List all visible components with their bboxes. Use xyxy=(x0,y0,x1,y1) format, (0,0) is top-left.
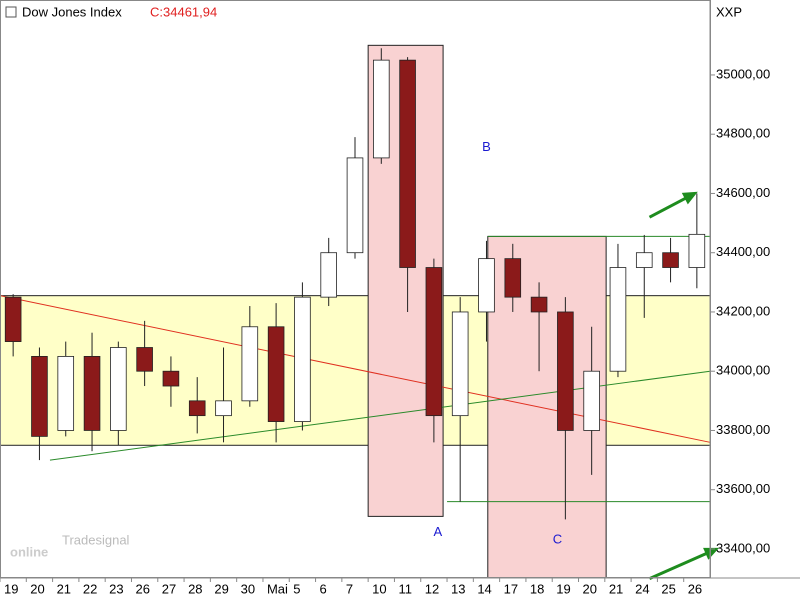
candle-body xyxy=(478,258,495,313)
trend-line xyxy=(49,370,711,461)
candle-body xyxy=(583,370,600,431)
candle-body xyxy=(557,311,574,431)
annotation: B xyxy=(482,139,491,154)
candle-body xyxy=(267,326,285,422)
x-tick-label: 13 xyxy=(451,581,465,596)
y-tick-label: 34400,00 xyxy=(716,244,770,259)
x-tick-label: 20 xyxy=(583,581,597,596)
x-tick-label: 18 xyxy=(530,581,544,596)
x-tick-label: 30 xyxy=(241,581,255,596)
x-tick-label: 6 xyxy=(320,581,327,596)
arrow xyxy=(648,550,711,580)
candle-body xyxy=(609,267,627,372)
x-tick-label: 17 xyxy=(504,581,518,596)
x-tick-label: 23 xyxy=(109,581,123,596)
candle-body xyxy=(31,355,48,437)
annotation: C xyxy=(553,532,562,547)
candle-body xyxy=(136,347,153,372)
x-tick-label: 20 xyxy=(30,581,44,596)
y-tick-label: 35000,00 xyxy=(716,66,770,81)
candle-body xyxy=(83,355,101,431)
candle-body xyxy=(4,296,22,342)
y-tick-label: 33400,00 xyxy=(716,540,770,555)
x-tick-label: 29 xyxy=(214,581,228,596)
candle-body xyxy=(530,296,548,313)
x-tick-label: 26 xyxy=(135,581,149,596)
plot-area: A B C xyxy=(0,44,720,580)
candle-body xyxy=(294,296,311,422)
arrow-head xyxy=(681,191,698,205)
y-tick-label: 34600,00 xyxy=(716,185,770,200)
candle-body xyxy=(425,267,443,417)
candle-body xyxy=(188,400,206,417)
x-tick-label: 28 xyxy=(188,581,202,596)
y-tick-label: 33600,00 xyxy=(716,481,770,496)
arrow xyxy=(648,195,690,219)
candle-body xyxy=(215,400,232,417)
x-tick-label: 22 xyxy=(83,581,97,596)
candle-body xyxy=(662,252,679,268)
x-tick-label: 27 xyxy=(162,581,176,596)
y-tick-label: 34200,00 xyxy=(716,303,770,318)
candle-body xyxy=(504,258,522,298)
candle-body xyxy=(373,59,390,159)
x-tick-label: 25 xyxy=(661,581,675,596)
legend-swatch xyxy=(5,6,17,18)
x-tick-label: 26 xyxy=(688,581,702,596)
x-tick-label: 7 xyxy=(346,581,353,596)
watermark-logo: online xyxy=(10,544,48,559)
x-tick-label: 19 xyxy=(4,581,18,596)
candle-body xyxy=(346,157,364,254)
y-tick-label: 33800,00 xyxy=(716,422,770,437)
annotation: A xyxy=(433,524,442,539)
candle-body xyxy=(451,311,469,417)
x-tick-label: 21 xyxy=(57,581,71,596)
arrow-head xyxy=(703,547,720,560)
candle-body xyxy=(635,252,653,268)
candle-body xyxy=(110,347,127,431)
x-tick-label: 24 xyxy=(635,581,649,596)
candle-body xyxy=(57,355,75,431)
x-tick-label: 14 xyxy=(477,581,491,596)
x-tick-label: 10 xyxy=(372,581,386,596)
candle-body xyxy=(162,370,180,387)
x-tick-label: Mai xyxy=(267,581,288,596)
axis-label: XXP xyxy=(716,4,742,19)
x-tick-label: 21 xyxy=(609,581,623,596)
watermark-brand: Tradesignal xyxy=(62,532,130,547)
y-tick-label: 34800,00 xyxy=(716,126,770,141)
last-price: C:34461,94 xyxy=(150,4,217,19)
candle-body xyxy=(241,326,259,402)
x-tick-label: 11 xyxy=(398,581,412,596)
x-tick-label: 12 xyxy=(425,581,439,596)
y-tick-label: 34000,00 xyxy=(716,363,770,378)
candle-body xyxy=(688,233,706,268)
x-tick-label: 19 xyxy=(556,581,570,596)
x-tick-label: 5 xyxy=(293,581,300,596)
chart-title: Dow Jones Index xyxy=(22,4,122,19)
candle-body xyxy=(320,252,337,298)
candle-body xyxy=(399,59,416,268)
